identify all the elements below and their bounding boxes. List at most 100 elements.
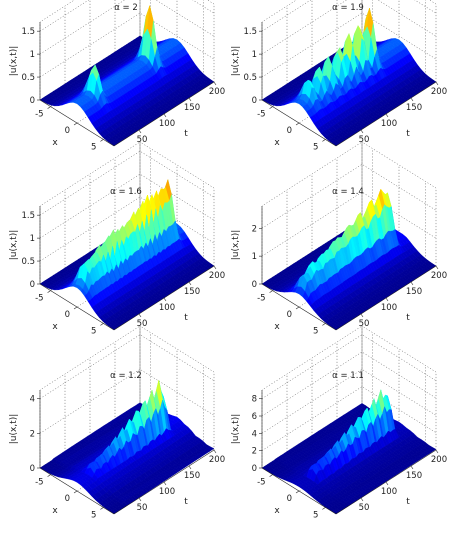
z-tick-label: 0.5 bbox=[21, 257, 35, 267]
t-tick-label: 200 bbox=[209, 271, 225, 281]
t-tick-label: 150 bbox=[406, 287, 422, 297]
t-tick-label: 100 bbox=[159, 119, 175, 129]
z-gridline bbox=[261, 0, 437, 32]
t-tick bbox=[163, 113, 167, 118]
z-tick-label: 1.5 bbox=[243, 27, 257, 37]
x-tick bbox=[269, 106, 273, 109]
z-tick-label: 2 bbox=[252, 224, 257, 234]
t-tick bbox=[188, 281, 192, 286]
z-tick-label: 0 bbox=[252, 96, 257, 106]
x-axis-label: x bbox=[52, 138, 58, 148]
z-gridline bbox=[39, 334, 215, 399]
panel-title: α = 1.2 bbox=[110, 371, 142, 381]
t-tick bbox=[138, 129, 142, 134]
t-tick-label: 50 bbox=[137, 135, 148, 145]
z-tick-label: 1 bbox=[252, 50, 257, 60]
z-tick-label: 1 bbox=[252, 252, 257, 262]
x-tick bbox=[322, 323, 326, 326]
panel-title: α = 1.4 bbox=[332, 187, 364, 197]
z-gridline bbox=[39, 0, 215, 32]
z-axis-label: |u(x,t)| bbox=[9, 414, 19, 445]
x-tick bbox=[73, 122, 78, 126]
x-axis-label: x bbox=[274, 322, 280, 332]
surface-mesh bbox=[261, 188, 437, 331]
z-gridline bbox=[39, 0, 215, 55]
t-tick-label: 200 bbox=[209, 87, 225, 97]
x-tick-label: 0 bbox=[287, 310, 292, 320]
x-tick bbox=[47, 106, 51, 109]
t-tick bbox=[435, 265, 439, 270]
z-axis-label: |u(x,t)| bbox=[231, 230, 241, 261]
t-tick-label: 100 bbox=[159, 303, 175, 313]
z-tick-label: 1.5 bbox=[21, 211, 35, 221]
x-tick-label: 0 bbox=[65, 310, 70, 320]
z-tick-label: 0.5 bbox=[243, 73, 257, 83]
z-tick-label: 4 bbox=[30, 395, 35, 405]
t-axis-label: t bbox=[184, 313, 188, 323]
x-tick-label: 5 bbox=[91, 510, 96, 520]
surface-mesh bbox=[261, 8, 437, 147]
x-tick-label: 5 bbox=[313, 142, 318, 152]
t-tick bbox=[435, 81, 439, 86]
t-tick-label: 100 bbox=[381, 303, 397, 313]
x-tick bbox=[322, 139, 326, 142]
t-tick-label: 200 bbox=[431, 271, 447, 281]
x-axis-label: x bbox=[52, 322, 58, 332]
x-tick bbox=[47, 474, 51, 477]
t-tick-label: 50 bbox=[137, 503, 148, 513]
z-tick-label: 0 bbox=[252, 280, 257, 290]
t-tick-label: 100 bbox=[159, 487, 175, 497]
t-tick bbox=[163, 481, 167, 486]
t-tick-label: 150 bbox=[184, 103, 200, 113]
z-axis-label: |u(x,t)| bbox=[231, 46, 241, 77]
x-tick bbox=[269, 290, 273, 293]
z-gridline bbox=[261, 0, 437, 55]
z-axis-label: |u(x,t)| bbox=[9, 46, 19, 77]
t-tick bbox=[213, 449, 217, 454]
z-axis-label: |u(x,t)| bbox=[9, 230, 19, 261]
x-axis-label: x bbox=[274, 138, 280, 148]
t-tick-label: 100 bbox=[381, 119, 397, 129]
x-tick-label: 5 bbox=[91, 142, 96, 152]
t-tick-label: 200 bbox=[431, 87, 447, 97]
x-tick bbox=[100, 507, 104, 510]
t-tick bbox=[360, 313, 364, 318]
z-gridline bbox=[39, 12, 215, 78]
t-tick bbox=[385, 113, 389, 118]
t-tick-label: 150 bbox=[184, 471, 200, 481]
x-tick-label: 0 bbox=[65, 494, 70, 504]
x-tick bbox=[100, 139, 104, 142]
panel-title: α = 1.6 bbox=[110, 187, 142, 197]
x-tick-label: -5 bbox=[257, 110, 265, 120]
z-gridline bbox=[39, 173, 215, 239]
t-axis-label: t bbox=[184, 129, 188, 139]
t-tick bbox=[360, 129, 364, 134]
t-tick bbox=[213, 265, 217, 270]
z-tick-label: 0 bbox=[30, 96, 35, 106]
z-gridline bbox=[261, 334, 437, 399]
x-tick-label: -5 bbox=[257, 294, 265, 304]
z-gridline bbox=[39, 196, 215, 262]
t-tick bbox=[163, 297, 167, 302]
t-tick bbox=[410, 281, 414, 286]
t-tick-label: 50 bbox=[359, 135, 370, 145]
surface-mesh bbox=[39, 5, 215, 147]
surface-mesh bbox=[39, 178, 215, 331]
x-tick bbox=[73, 306, 78, 310]
t-tick-label: 150 bbox=[184, 287, 200, 297]
t-tick bbox=[188, 97, 192, 102]
panel-title: α = 1.9 bbox=[332, 3, 364, 13]
x-tick-label: 0 bbox=[287, 126, 292, 136]
z-tick-label: 0 bbox=[30, 280, 35, 290]
x-tick-label: -5 bbox=[35, 478, 43, 488]
x-tick bbox=[100, 323, 104, 326]
z-gridline bbox=[261, 351, 437, 417]
z-tick-label: 2 bbox=[30, 429, 35, 439]
x-tick bbox=[47, 290, 51, 293]
t-tick bbox=[138, 313, 142, 318]
